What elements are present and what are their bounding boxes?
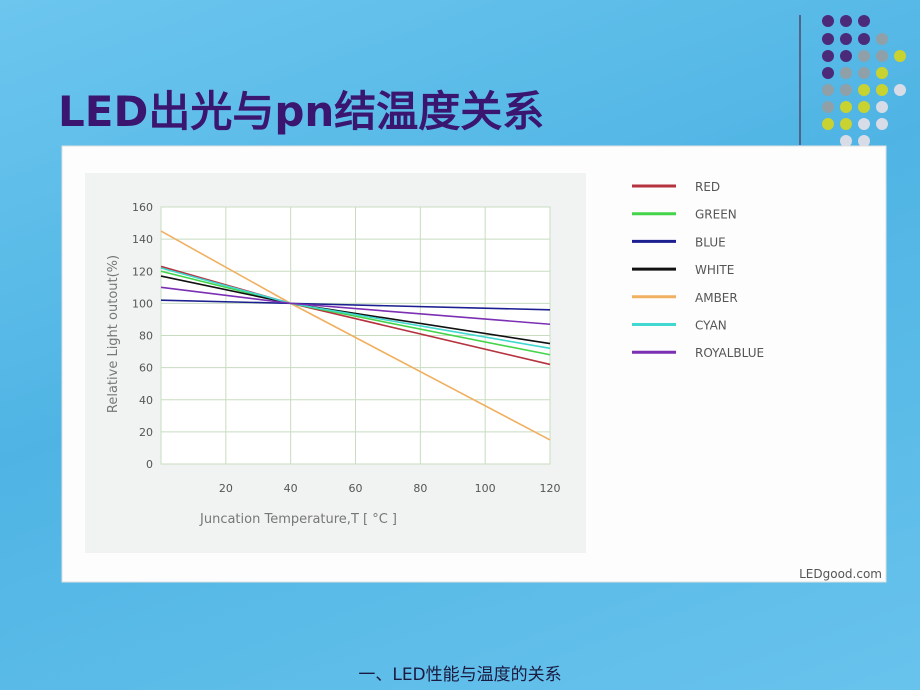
x-tick-label: 40 bbox=[284, 482, 298, 495]
decoration bbox=[799, 15, 906, 147]
x-tick-label: 120 bbox=[540, 482, 561, 495]
x-tick-label: 20 bbox=[219, 482, 233, 495]
legend-label: ROYALBLUE bbox=[695, 346, 764, 360]
legend-label: AMBER bbox=[695, 291, 738, 305]
y-tick-label: 120 bbox=[132, 265, 153, 278]
x-tick-label: 60 bbox=[349, 482, 363, 495]
y-tick-label: 80 bbox=[139, 330, 153, 343]
legend-label: CYAN bbox=[695, 319, 727, 333]
x-tick-label: 100 bbox=[475, 482, 496, 495]
legend-label: RED bbox=[695, 180, 720, 194]
legend-label: WHITE bbox=[695, 263, 734, 277]
slide-footer: 一、LED性能与温度的关系 bbox=[358, 665, 562, 685]
y-tick-label: 40 bbox=[139, 394, 153, 407]
y-tick-label: 20 bbox=[139, 426, 153, 439]
series-line bbox=[160, 286, 551, 326]
y-tick-label: 0 bbox=[146, 458, 153, 471]
x-tick-label: 80 bbox=[413, 482, 427, 495]
y-tick-label: 160 bbox=[132, 201, 153, 214]
y-axis-label: Relative Light outout(%) bbox=[106, 255, 121, 413]
y-tick-label: 60 bbox=[139, 362, 153, 375]
slide-title: LED出光与pn结温度关系 bbox=[58, 87, 545, 136]
x-axis-label: Juncation Temperature,T [ °C ] bbox=[199, 512, 397, 527]
y-tick-label: 140 bbox=[132, 233, 153, 246]
y-tick-label: 100 bbox=[132, 297, 153, 310]
watermark: LEDgood.com bbox=[799, 567, 882, 581]
legend-label: GREEN bbox=[695, 208, 737, 222]
legend-label: BLUE bbox=[695, 235, 726, 249]
